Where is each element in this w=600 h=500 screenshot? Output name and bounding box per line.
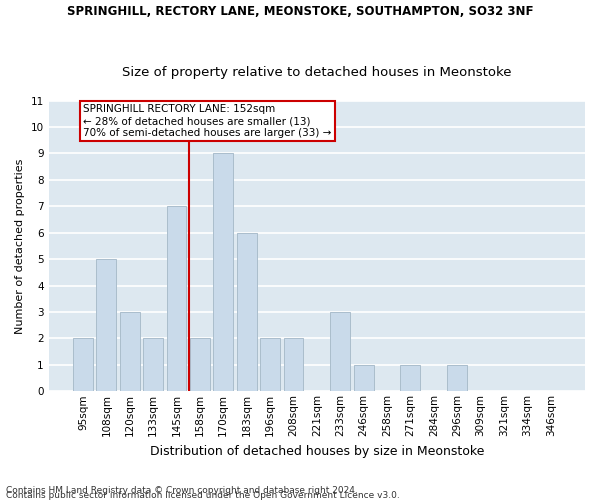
X-axis label: Distribution of detached houses by size in Meonstoke: Distribution of detached houses by size … (149, 444, 484, 458)
Text: Contains HM Land Registry data © Crown copyright and database right 2024.: Contains HM Land Registry data © Crown c… (6, 486, 358, 495)
Bar (330, 312, 350, 392)
Bar (120, 312, 140, 392)
Bar (237, 232, 257, 392)
Text: Contains public sector information licensed under the Open Government Licence v3: Contains public sector information licen… (6, 491, 400, 500)
Bar (447, 365, 467, 392)
Bar (190, 338, 210, 392)
Text: SPRINGHILL RECTORY LANE: 152sqm
← 28% of detached houses are smaller (13)
70% of: SPRINGHILL RECTORY LANE: 152sqm ← 28% of… (83, 104, 332, 138)
Title: Size of property relative to detached houses in Meonstoke: Size of property relative to detached ho… (122, 66, 512, 78)
Bar (214, 154, 233, 392)
Y-axis label: Number of detached properties: Number of detached properties (15, 158, 25, 334)
Bar (284, 338, 304, 392)
Text: SPRINGHILL, RECTORY LANE, MEONSTOKE, SOUTHAMPTON, SO32 3NF: SPRINGHILL, RECTORY LANE, MEONSTOKE, SOU… (67, 5, 533, 18)
Bar (167, 206, 187, 392)
Bar (260, 338, 280, 392)
Bar (73, 338, 93, 392)
Bar (97, 259, 116, 392)
Bar (353, 365, 374, 392)
Bar (400, 365, 421, 392)
Bar (143, 338, 163, 392)
